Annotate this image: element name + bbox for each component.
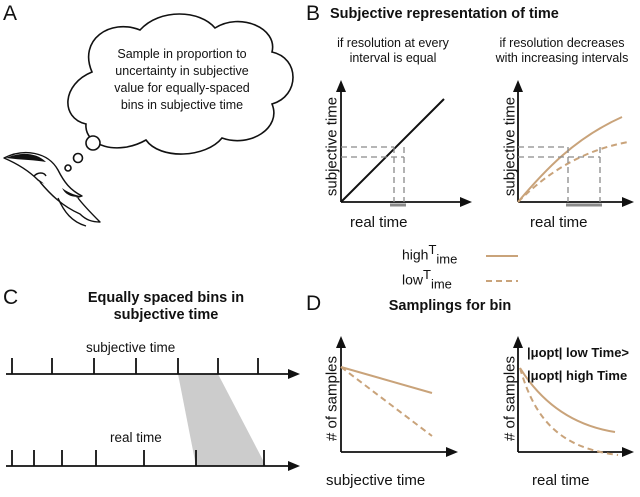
panel-a-letter: A [3, 2, 18, 25]
panel-c-subjective-label: subjective time [86, 340, 176, 355]
panel-d-right-low-curve [519, 367, 619, 456]
legend-low-base: low [402, 271, 424, 288]
panel-d-right-xlabel: real time [532, 472, 590, 489]
panel-b-left-xlabel: real time [350, 214, 408, 231]
thought-text: Sample in proportion to uncertainty in s… [90, 46, 274, 114]
panel-b-right-ylabel: subjective time [501, 96, 519, 197]
panel-d-left-xlabel: subjective time [326, 472, 426, 489]
thought-line: Sample in proportion to [117, 47, 247, 61]
thought-line: uncertainty in subjective [115, 64, 249, 78]
legend-high-sub: ime [436, 251, 458, 267]
legend-high-label: highTime [402, 242, 457, 266]
panel-b-right-xlabel: real time [530, 214, 588, 231]
bird-shading [6, 153, 82, 197]
legend-low-sub: ime [430, 276, 452, 292]
legend-high-sup: T [428, 242, 437, 257]
panel-d-left-low-line [340, 366, 433, 437]
panel-b-right-axes [517, 86, 628, 203]
panel-c-letter: C [3, 286, 19, 309]
panel-b-left-ylabel: subjective time [323, 96, 341, 197]
legend-high-base: high [402, 246, 429, 263]
panel-c-subjective-timeline [6, 358, 294, 375]
caption-line: if resolution decreases [499, 36, 625, 50]
panel-b-left-guides [341, 146, 405, 202]
panel-c-real-label: real time [110, 430, 162, 445]
panel-b-right-high-curve [517, 116, 623, 203]
panel-c-mapping-shade [178, 374, 266, 466]
panel-d-right-ylabel: # of samples [501, 355, 519, 442]
panel-d-right-axes [517, 342, 628, 453]
mu-high-label: |μopt| high Time [527, 368, 628, 383]
legend-low-sup: T [423, 267, 431, 282]
panel-b-title: Subjective representation of time [330, 6, 559, 22]
panel-d-left-ylabel: # of samples [323, 355, 341, 442]
bird-illustration [3, 151, 101, 227]
panel-d-letter: D [306, 292, 322, 315]
panel-b-right-caption: if resolution decreases with increasing … [484, 36, 640, 66]
thought-line: value for equally-spaced [114, 81, 250, 95]
thought-cloud [64, 13, 294, 172]
panel-d-left-axes [340, 342, 452, 453]
panel-c-title: Equally spaced bins in subjective time [36, 290, 296, 324]
panel-b-left-caption: if resolution at every interval is equal [318, 36, 468, 66]
thought-line: bins in subjective time [120, 98, 244, 112]
legend-low-label: lowTime [402, 267, 452, 291]
panel-c-real-timeline [6, 450, 294, 467]
panel-b-letter: B [306, 2, 321, 25]
caption-line: with increasing intervals [495, 51, 629, 65]
panel-b-right-guides [518, 146, 601, 202]
panel-b-right-low-curve [517, 141, 629, 203]
panel-d-title: Samplings for bin [388, 298, 512, 314]
panel-b-left-identity-line [340, 98, 445, 203]
mu-low-label: |μopt| low Time> [527, 345, 630, 360]
caption-line: interval is equal [349, 51, 437, 65]
title-line: Equally spaced bins in [87, 290, 245, 306]
panel-d-left-high-line [340, 366, 433, 394]
panel-d-right-high-curve [519, 367, 616, 433]
title-line: subjective time [113, 307, 219, 323]
caption-line: if resolution at every [337, 36, 449, 50]
